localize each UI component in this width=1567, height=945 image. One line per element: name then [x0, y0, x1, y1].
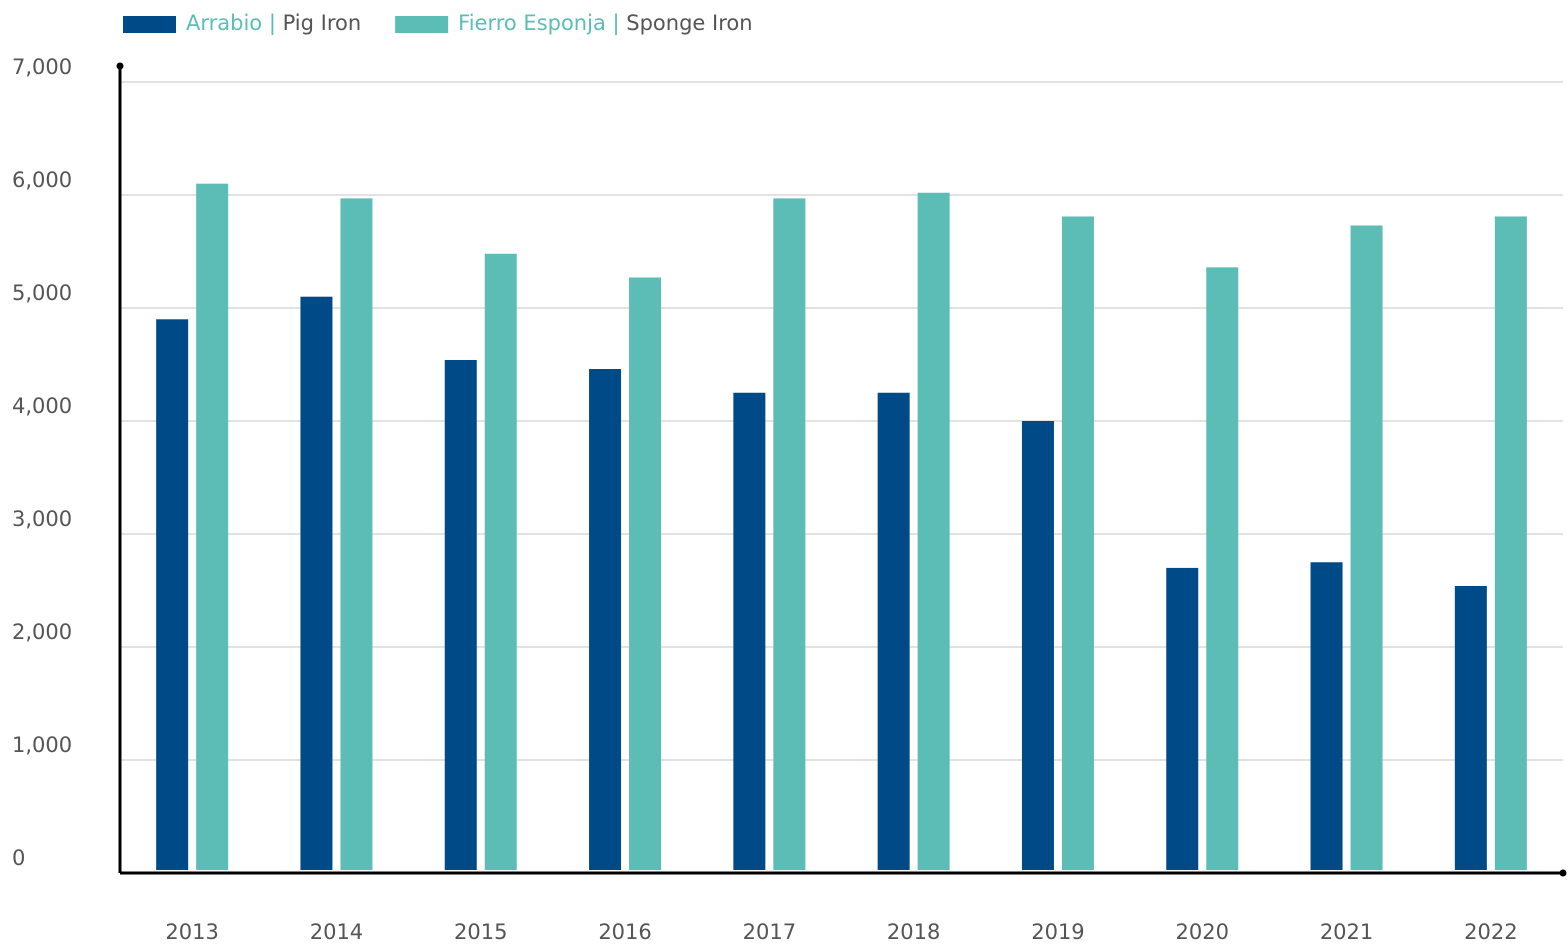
bar — [1166, 567, 1199, 870]
legend-swatch — [123, 16, 176, 33]
y-tick-label: 6,000 — [12, 168, 72, 192]
bar — [1021, 421, 1054, 870]
legend-label-part: Arrabio | — [186, 11, 276, 36]
y-tick-label: 3,000 — [12, 507, 72, 531]
x-tick-label: 2013 — [165, 920, 218, 944]
y-tick-label: 5,000 — [12, 281, 72, 305]
bar — [1061, 216, 1094, 871]
bar — [1494, 216, 1527, 871]
x-tick-label: 2018 — [887, 920, 940, 944]
bar — [1206, 267, 1239, 870]
bar — [773, 198, 806, 870]
y-tick-label: 7,000 — [12, 55, 72, 79]
x-tick-label: 2014 — [310, 920, 363, 944]
y-tick-label: 4,000 — [12, 394, 72, 418]
bar — [589, 369, 622, 870]
bar — [484, 253, 517, 870]
y-tick-label: 0 — [12, 846, 25, 870]
bar — [1350, 225, 1383, 870]
bar — [877, 392, 910, 870]
bar — [444, 359, 477, 870]
axis-end — [116, 62, 124, 70]
x-tick-label: 2019 — [1031, 920, 1084, 944]
bar — [733, 392, 766, 870]
bar — [1454, 585, 1487, 870]
axis-end — [1559, 869, 1567, 877]
bar — [1310, 562, 1343, 870]
bar — [300, 296, 333, 870]
bar — [340, 198, 373, 870]
x-tick-label: 2022 — [1464, 920, 1517, 944]
x-tick-label: 2020 — [1176, 920, 1229, 944]
legend-label-part: Fierro Esponja | — [458, 11, 619, 36]
y-tick-label: 2,000 — [12, 620, 72, 644]
bar — [196, 183, 229, 870]
x-tick-label: 2017 — [743, 920, 796, 944]
x-tick-label: 2015 — [454, 920, 507, 944]
bar — [156, 319, 189, 870]
legend-label: Arrabio | Pig Iron — [186, 11, 361, 36]
x-tick-label: 2016 — [598, 920, 651, 944]
legend-label: Fierro Esponja | Sponge Iron — [458, 11, 752, 36]
legend-swatch — [395, 16, 449, 33]
legend-label-part: Sponge Iron — [620, 11, 753, 35]
bar — [629, 277, 662, 870]
y-tick-label: 1,000 — [12, 733, 72, 757]
legend-label-part: Pig Iron — [276, 11, 361, 35]
bar — [917, 192, 950, 871]
x-tick-label: 2021 — [1320, 920, 1373, 944]
